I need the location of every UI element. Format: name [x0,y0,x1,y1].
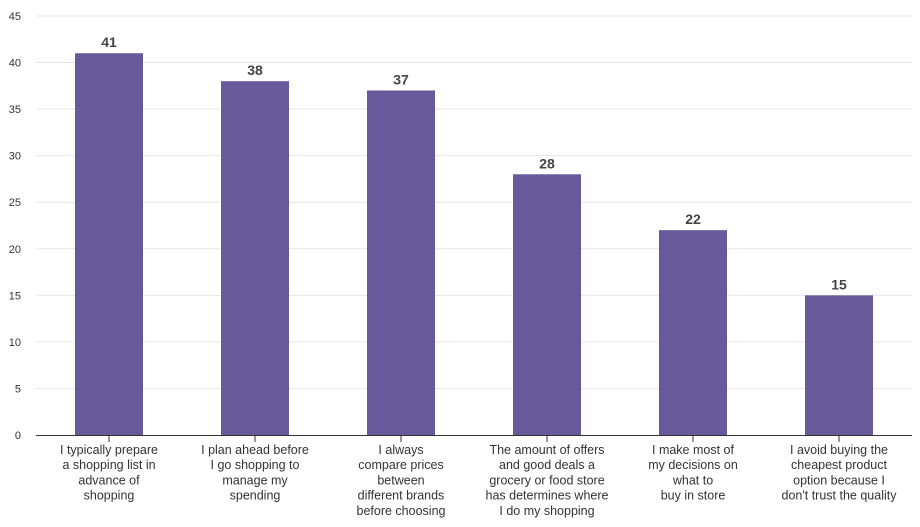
data-labels: 41 38 37 28 22 15 [101,34,847,292]
y-tick-label: 30 [9,151,21,163]
category-label-line: different brands [358,489,445,503]
bar [805,295,873,435]
category-label-line: buy in store [661,489,726,503]
y-tick-label: 25 [9,197,21,209]
y-tick-label: 35 [9,104,21,116]
category-label-line: what to [672,473,713,487]
category-label: I plan ahead before I go shopping to manag… [201,443,309,503]
category-label-line: I always [378,443,423,457]
category-label: I always compare prices between different b… [357,443,446,518]
category-label-line: I typically prepare [60,443,158,457]
category-label-line: option because I [793,473,885,487]
bar [513,174,581,436]
bar-value-label: 15 [831,276,847,292]
bar-value-label: 38 [247,62,263,78]
category-label: I make most of my decisions on what to buy … [648,443,738,503]
category-label-line: before choosing [357,504,446,518]
category-label: I avoid buying the cheapest product option… [782,443,898,503]
x-axis-ticks [108,435,840,442]
category-label-line: I make most of [652,443,734,457]
category-label-line: and good deals a [499,458,595,472]
y-tick-label: 5 [15,383,21,395]
category-label: I typically prepare a shopping list in adv… [60,443,158,503]
bar-value-label: 41 [101,34,117,50]
category-label-line: The amount of offers [489,443,604,457]
bar [659,230,727,435]
category-label-line: grocery or food store [489,473,604,487]
bar [221,81,289,435]
category-label-line: my decisions on [648,458,738,472]
bar-value-label: 37 [393,71,409,87]
y-axis-ticks: 0 5 10 15 20 25 30 35 40 45 [9,11,21,442]
y-tick-label: 15 [9,290,21,302]
bar [75,53,143,435]
x-axis-category-labels: I typically prepare a shopping list in adv… [60,443,897,518]
category-label-line: I plan ahead before [201,443,309,457]
y-tick-label: 20 [9,244,21,256]
category-label-line: a shopping list in [62,458,155,472]
bar-value-label: 22 [685,211,701,227]
y-tick-label: 10 [9,337,21,349]
category-label-line: advance of [78,473,140,487]
category-label-line: spending [230,489,281,503]
gridlines [36,15,912,389]
bar [367,90,435,435]
category-label: The amount of offers and good deals a groc… [486,443,609,518]
category-label-line: compare prices [358,458,443,472]
category-label-line: don't trust the quality [782,489,898,503]
y-tick-label: 45 [9,11,21,23]
y-tick-label: 40 [9,58,21,70]
category-label-line: manage my [222,473,288,487]
category-label-line: cheapest product [791,458,887,472]
category-label-line: I go shopping to [211,458,300,472]
category-label-line: between [377,473,424,487]
category-label-line: has determines where [486,489,609,503]
y-tick-label: 0 [15,430,21,442]
bars [75,53,873,436]
bar-value-label: 28 [539,155,555,171]
category-label-line: shopping [84,489,135,503]
category-label-line: I avoid buying the [790,443,888,457]
category-label-line: I do my shopping [499,504,594,518]
